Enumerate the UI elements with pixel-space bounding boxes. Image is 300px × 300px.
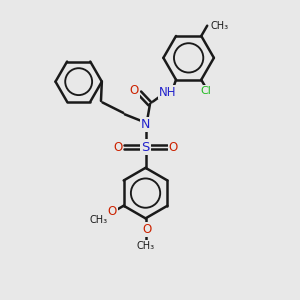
Text: NH: NH: [159, 85, 177, 98]
Text: O: O: [169, 140, 178, 154]
Text: O: O: [142, 223, 152, 236]
Text: O: O: [130, 84, 139, 98]
Text: O: O: [108, 205, 117, 218]
Text: CH₃: CH₃: [89, 214, 107, 224]
Text: O: O: [113, 140, 122, 154]
Text: Cl: Cl: [201, 85, 212, 96]
Text: CH₃: CH₃: [211, 21, 229, 31]
Text: N: N: [141, 118, 150, 131]
Text: CH₃: CH₃: [136, 241, 154, 251]
Text: S: S: [141, 140, 150, 154]
